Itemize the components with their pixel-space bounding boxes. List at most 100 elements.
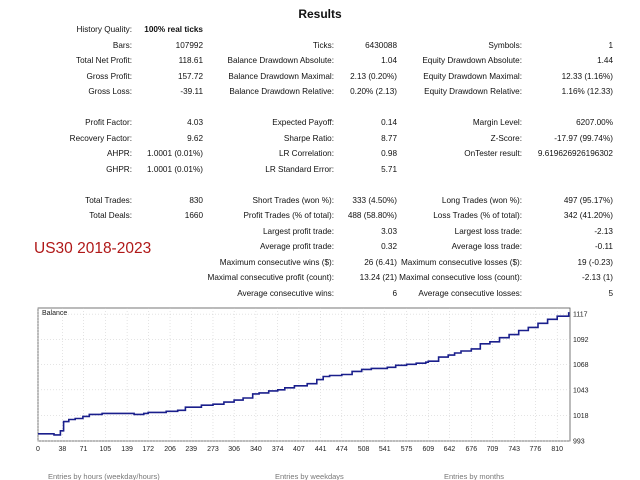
recovery-factor-value: 9.62 (187, 134, 203, 143)
x-tick-label: 474 (336, 446, 348, 453)
equity-drawdown-absolute-value: 1.44 (597, 56, 613, 65)
lr-standard-error-value: 5.71 (381, 165, 397, 174)
chart-title: Balance (42, 310, 67, 317)
profit-trades-value: 488 (58.80%) (347, 211, 397, 220)
largest-loss-trade-value: -2.13 (594, 227, 613, 236)
expected-payoff-label: Expected Payoff: (272, 118, 334, 127)
x-tick-label: 340 (250, 446, 262, 453)
x-tick-label: 642 (444, 446, 456, 453)
short-trades-label: Short Trades (won %): (252, 196, 334, 205)
ghpr-value: 1.0001 (0.01%) (147, 165, 203, 174)
x-tick-label: 709 (487, 446, 499, 453)
balance-chart: 0 38 71 105 139 172 206 239 273 306 340 374 407 441 47… (36, 307, 589, 453)
sharpe-ratio-label: Sharpe Ratio: (283, 134, 334, 143)
largest-loss-trade-label: Largest loss trade: (454, 227, 522, 236)
x-tick-label: 575 (401, 446, 413, 453)
gross-profit-value: 157.72 (177, 72, 203, 81)
x-tick-label: 609 (423, 446, 435, 453)
expected-payoff-value: 0.14 (381, 118, 397, 127)
x-tick-label: 0 (36, 446, 40, 453)
z-score-label: Z-Score: (490, 134, 522, 143)
average-loss-trade-value: -0.11 (594, 242, 613, 251)
symbols-value: 1 (608, 41, 613, 50)
recovery-factor-label: Recovery Factor: (69, 134, 132, 143)
x-tick-label: 776 (530, 446, 542, 453)
footer-entries-label-3: Entries by months (444, 472, 505, 480)
history-quality-value: 100% real ticks (144, 25, 203, 34)
margin-level-label: Margin Level: (472, 118, 522, 127)
ahpr-label: AHPR: (106, 149, 132, 158)
equity-drawdown-relative-value: 1.16% (12.33) (561, 87, 613, 96)
x-tick-label: 38 (58, 446, 66, 453)
chart-frame (37, 307, 571, 442)
symbols-label: Symbols: (488, 41, 522, 50)
long-trades-value: 497 (95.17%) (563, 196, 613, 205)
largest-profit-trade-label: Largest profit trade: (263, 227, 334, 236)
y-tick-label: 1068 (573, 362, 589, 369)
equity-drawdown-relative-label: Equity Drawdown Relative: (424, 87, 522, 96)
gross-profit-label: Gross Profit: (86, 72, 133, 81)
equity-drawdown-maximal-label: Equity Drawdown Maximal: (423, 72, 522, 81)
x-tick-label: 71 (80, 446, 88, 453)
balance-line (38, 312, 570, 436)
margin-level-value: 6207.00% (576, 118, 613, 127)
gross-loss-value: -39.11 (180, 87, 203, 96)
x-tick-label: 676 (465, 446, 477, 453)
average-consecutive-losses-value: 5 (608, 289, 613, 298)
bars-value: 107992 (175, 41, 203, 50)
x-tick-label: 139 (121, 446, 133, 453)
maximal-consecutive-profit-label: Maximal consecutive profit (count): (207, 273, 335, 282)
y-tick-label: 1117 (573, 312, 588, 319)
gross-loss-label: Gross Loss: (88, 87, 132, 96)
x-tick-label: 273 (207, 446, 219, 453)
x-tick-label: 541 (379, 446, 391, 453)
profit-factor-label: Profit Factor: (85, 118, 132, 127)
average-consecutive-wins-value: 6 (392, 289, 397, 298)
x-tick-label: 407 (293, 446, 305, 453)
total-trades-value: 830 (189, 196, 203, 205)
y-tick-label: 1092 (573, 337, 589, 344)
maximal-consecutive-profit-value: 13.24 (21) (359, 273, 397, 282)
max-consecutive-wins-value: 26 (6.41) (364, 258, 397, 267)
y-tick-label: 993 (573, 439, 585, 446)
total-trades-label: Total Trades: (85, 196, 132, 205)
ontester-result-label: OnTester result: (464, 149, 522, 158)
x-tick-label: 810 (551, 446, 563, 453)
largest-profit-trade-value: 3.03 (381, 227, 397, 236)
bars-label: Bars: (112, 41, 132, 50)
ghpr-label: GHPR: (106, 165, 132, 174)
footer-entries-label-2: Entries by weekdays (275, 472, 344, 480)
z-score-value: -17.97 (99.74%) (554, 134, 613, 143)
equity-drawdown-absolute-label: Equity Drawdown Absolute: (422, 56, 522, 65)
balance-drawdown-absolute-label: Balance Drawdown Absolute: (227, 56, 334, 65)
total-net-profit-value: 118.61 (178, 56, 203, 65)
y-tick-label: 1018 (573, 413, 589, 420)
x-tick-label: 239 (185, 446, 197, 453)
lr-correlation-value: 0.98 (381, 149, 397, 158)
x-tick-label: 172 (142, 446, 154, 453)
profit-trades-label: Profit Trades (% of total): (243, 211, 334, 220)
maximal-consecutive-loss-label: Maximal consecutive loss (count): (399, 273, 522, 282)
lr-standard-error-label: LR Standard Error: (265, 165, 334, 174)
short-trades-value: 333 (4.50%) (352, 196, 397, 205)
balance-drawdown-maximal-value: 2.13 (0.20%) (350, 72, 397, 81)
long-trades-label: Long Trades (won %): (441, 196, 522, 205)
average-profit-trade-label: Average profit trade: (259, 242, 334, 251)
y-tick-label: 1043 (573, 387, 589, 394)
max-consecutive-losses-value: 19 (-0.23) (577, 258, 614, 267)
total-net-profit-label: Total Net Profit: (76, 56, 132, 65)
max-consecutive-wins-label: Maximum consecutive wins ($): (219, 258, 334, 267)
equity-drawdown-maximal-value: 12.33 (1.16%) (561, 72, 613, 81)
ahpr-value: 1.0001 (0.01%) (147, 149, 203, 158)
average-consecutive-wins-label: Average consecutive wins: (237, 289, 334, 298)
sharpe-ratio-value: 8.77 (381, 134, 397, 143)
average-profit-trade-value: 0.32 (381, 242, 397, 251)
loss-trades-label: Loss Trades (% of total): (433, 211, 522, 220)
x-tick-label: 105 (99, 446, 111, 453)
average-loss-trade-label: Average loss trade: (451, 242, 522, 251)
max-consecutive-losses-label: Maximum consecutive losses ($): (400, 258, 522, 267)
x-tick-label: 743 (508, 446, 520, 453)
footer-entries-label: Entries by hours (weekday/hours) (48, 472, 160, 480)
history-quality-label: History Quality: (76, 25, 132, 34)
balance-drawdown-absolute-value: 1.04 (381, 56, 397, 65)
